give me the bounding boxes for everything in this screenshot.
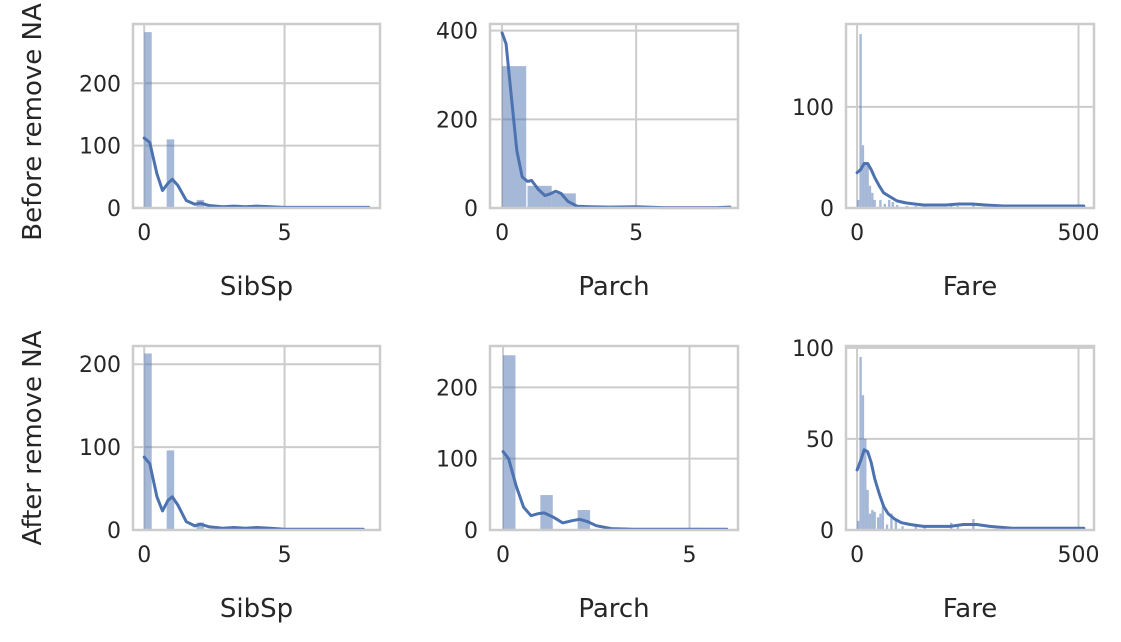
histogram-bar — [923, 526, 926, 530]
histogram-bar — [891, 201, 894, 208]
histogram-bar — [857, 199, 860, 208]
histogram-bar — [877, 517, 880, 530]
x-axis-label: Parch — [578, 272, 649, 302]
x-axis-label: SibSp — [220, 272, 293, 302]
histogram-bar — [950, 204, 953, 208]
axes-frame — [488, 22, 740, 210]
histogram-bar — [144, 353, 152, 530]
x-tick-label: 0 — [850, 543, 864, 568]
x-tick-label: 5 — [629, 221, 643, 246]
y-tick-label: 0 — [107, 197, 121, 222]
histogram-bar — [888, 199, 891, 208]
x-tick-label: 500 — [1058, 543, 1100, 568]
x-axis-label: SibSp — [220, 594, 293, 624]
histogram-bar — [859, 356, 862, 530]
histogram-bar — [871, 509, 874, 530]
y-tick-label: 0 — [464, 197, 478, 222]
histogram-bar — [196, 522, 205, 530]
subplot-5: 0 500 0 50 100 Fare — [792, 337, 1100, 624]
histogram-bar — [873, 199, 876, 208]
row-label-after: After remove NA — [18, 330, 48, 545]
histogram-bar — [866, 162, 869, 208]
histogram-bar — [861, 145, 865, 208]
kde-line — [855, 162, 1086, 208]
histogram-bar — [879, 199, 882, 208]
histogram-bar — [879, 513, 882, 530]
histogram-bar — [914, 526, 917, 530]
histogram-bar — [527, 185, 552, 208]
x-tick-label: 500 — [1058, 221, 1100, 246]
histogram-bar — [166, 450, 175, 530]
x-tick-label: 0 — [495, 221, 509, 246]
x-axis-label: Fare — [943, 272, 998, 302]
y-tick-label: 0 — [820, 519, 834, 544]
y-tick-label: 200 — [79, 353, 121, 378]
y-tick-label: 100 — [436, 448, 478, 473]
histogram-bar — [894, 520, 898, 530]
histogram-bar — [956, 524, 960, 530]
x-tick-label: 0 — [137, 221, 151, 246]
axes-frame — [844, 344, 1096, 532]
histogram-bar — [864, 163, 867, 208]
histogram-bar — [890, 513, 893, 530]
histogram-bar — [896, 204, 899, 208]
histogram-bar — [873, 511, 876, 530]
plot-area — [490, 346, 738, 530]
subplot-1: 0 5 0 200 400 Parch — [436, 20, 740, 302]
histogram-bar — [871, 192, 874, 208]
y-tick-label: 200 — [79, 72, 121, 97]
axes-frame — [131, 344, 382, 532]
histogram-bar — [857, 520, 860, 530]
x-axis-label: Parch — [578, 594, 649, 624]
x-tick-label: 0 — [137, 543, 151, 568]
row-label-before: Before remove NA — [18, 3, 48, 241]
histogram-bar — [866, 489, 869, 530]
histogram-bar — [883, 203, 886, 208]
plot-area — [846, 24, 1094, 208]
y-tick-label: 100 — [792, 337, 834, 362]
y-tick-label: 50 — [806, 428, 834, 453]
x-tick-label: 5 — [278, 221, 292, 246]
x-axis-label: Fare — [943, 594, 998, 624]
subplot-2: 0 500 0 100 Fare — [792, 22, 1100, 302]
axes-frame — [131, 22, 382, 210]
histogram-bar — [166, 139, 175, 208]
axes-frame — [844, 22, 1096, 210]
histogram-bar — [503, 355, 516, 530]
histogram-bar — [881, 506, 885, 530]
histogram-bar — [864, 438, 867, 530]
histogram-bar — [868, 513, 872, 530]
x-tick-label: 0 — [850, 221, 864, 246]
histogram-bar — [551, 193, 576, 208]
axes-frame — [488, 344, 740, 532]
plot-area — [490, 24, 738, 208]
histogram-bar — [885, 524, 889, 530]
histogram-bar — [144, 32, 152, 208]
y-tick-label: 200 — [436, 376, 478, 401]
y-tick-label: 400 — [436, 20, 478, 45]
y-tick-label: 100 — [792, 96, 834, 121]
x-tick-label: 0 — [496, 543, 510, 568]
histogram-bar — [972, 203, 975, 208]
histogram-bar — [861, 395, 865, 530]
x-tick-label: 5 — [278, 543, 292, 568]
y-tick-label: 200 — [436, 108, 478, 133]
x-tick-label: 5 — [683, 543, 697, 568]
y-tick-label: 0 — [107, 519, 121, 544]
histogram-bar — [868, 185, 872, 208]
histogram-bar — [901, 526, 904, 530]
histogram-bar — [859, 34, 862, 208]
y-tick-label: 0 — [464, 519, 478, 544]
y-tick-label: 100 — [79, 135, 121, 160]
kde-line — [855, 448, 1086, 530]
y-tick-label: 0 — [820, 197, 834, 222]
y-tick-label: 100 — [79, 436, 121, 461]
